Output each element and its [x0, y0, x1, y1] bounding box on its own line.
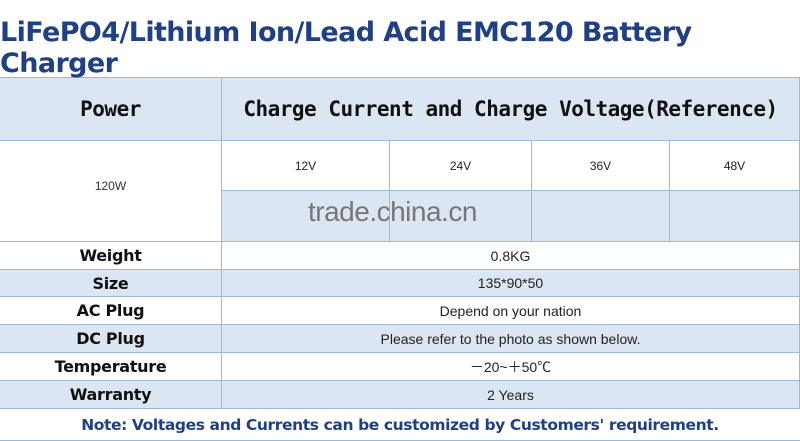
header-charge: Charge Current and Charge Voltage(Refere…: [222, 78, 800, 141]
header-power: Power: [0, 78, 222, 141]
current-cell: [532, 191, 670, 242]
power-value: 120W: [0, 141, 222, 242]
voltage-12v: 12V: [222, 141, 390, 191]
voltage-24v: 24V: [390, 141, 532, 191]
note: Note: Voltages and Currents can be custo…: [0, 409, 800, 441]
row-label: AC Plug: [0, 297, 222, 325]
row-label: Size: [0, 270, 222, 297]
watermark: trade.china.cn: [308, 196, 477, 227]
voltage-48v: 48V: [670, 141, 800, 191]
row-label: Weight: [0, 242, 222, 270]
row-value: 2 Years: [222, 381, 800, 409]
current-cell: [670, 191, 800, 242]
row-value: 135*90*50: [222, 270, 800, 297]
row-label: Temperature: [0, 353, 222, 381]
row-label: Warranty: [0, 381, 222, 409]
row-label: DC Plug: [0, 325, 222, 353]
current-cell: [222, 191, 390, 242]
row-value: 0.8KG: [222, 242, 800, 270]
row-value: Depend on your nation: [222, 297, 800, 325]
row-value: －20~＋50℃: [222, 353, 800, 381]
current-cell: [390, 191, 532, 242]
row-value: Please refer to the photo as shown below…: [222, 325, 800, 353]
page-title: LiFePO4/Lithium Ion/Lead Acid EMC120 Bat…: [0, 0, 800, 79]
voltage-36v: 36V: [532, 141, 670, 191]
